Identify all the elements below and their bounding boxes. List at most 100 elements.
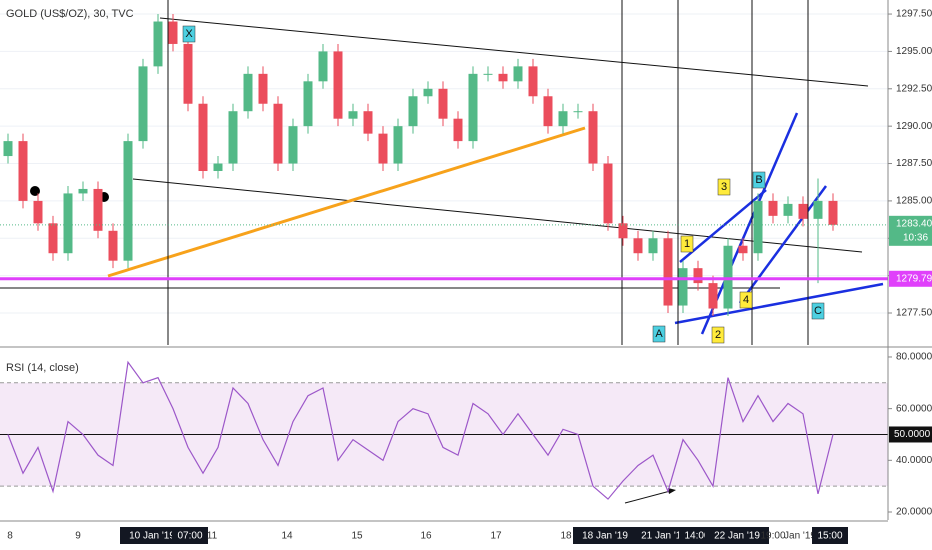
annotation-box [717,178,731,196]
candle-body [258,73,268,104]
x-tick-label: 15:00 [817,531,842,542]
x-tick-label: 14:00 [684,531,709,542]
candle-body [273,103,283,164]
candle-body [378,133,388,164]
candle-body [663,238,673,306]
level-box [889,270,932,287]
x-label-box [812,527,848,544]
x-tick-label: 14 [281,531,293,542]
x-tick-label: 15 [351,531,363,542]
x-tick-label: 9 [75,531,81,542]
x-tick-label: 10 Jan '19 [129,531,175,542]
y-tick-label: 80.0000 [896,352,932,363]
chart-title: GOLD (US$/OZ), 30, TVC [6,8,134,20]
candle-body [453,118,463,142]
x-tick-label: 19:00 [760,531,785,542]
annotation-box [739,291,753,309]
candle-body [228,111,238,164]
annotation-box [680,235,694,253]
rsi-line [7,360,834,500]
candle-body [303,81,313,127]
candle-body [798,203,808,219]
y-tick-label: 1285.00 [896,196,932,207]
candle-body [78,188,88,194]
candle-body [363,111,373,134]
x-tick-label: 8 [7,531,13,542]
candle-body [543,96,553,127]
annotation: 3 [721,181,727,193]
x-label-box [172,527,208,544]
candle-body [183,43,193,104]
x-tick-label: 16 [420,531,432,542]
candle-body [483,73,493,75]
x-tick-label: Jan '19 [784,531,816,542]
annotation: X [185,28,193,40]
annotation: B [755,174,762,186]
candle-body [288,126,298,164]
candle-body [213,163,223,172]
x-label-box [705,527,769,544]
candle-body [63,193,73,254]
candle-body [18,141,28,201]
candle-body [333,51,343,119]
last-price-label: 1283.40 [896,218,932,229]
y-tick-label: 1287.50 [896,158,932,169]
candle-body [813,200,823,219]
candle-body [828,200,838,225]
candle-body [633,238,643,254]
midline-box [889,426,932,443]
y-tick-label: 40.0000 [896,455,932,466]
annotation-box [711,326,725,344]
candle-body [123,141,133,261]
annotation-box [182,25,196,43]
rsi-title: RSI (14, close) [6,362,79,374]
x-tick-label: 21 Jan '19 [641,531,687,542]
candle-body [588,111,598,164]
candle-body [573,111,583,113]
y-tick-label: 1292.50 [896,83,932,94]
candle-body [498,73,508,82]
y-tick-label: 20.0000 [896,507,932,518]
x-tick-label: 18 Jan '19 [582,531,628,542]
annotation-box [752,171,766,189]
y-tick-label: 1277.50 [896,308,932,319]
candle-body [348,111,358,119]
candle-body [558,111,568,127]
candle-body [468,73,478,142]
annotation: 1 [684,238,690,250]
y-tick-label: 1290.00 [896,121,932,132]
candle-body [708,283,718,309]
candle-body [3,141,13,157]
x-label-box [120,527,184,544]
candle-body [438,88,448,119]
candle-body [693,268,703,284]
annotation: 2 [715,329,721,341]
x-tick-label: 17 [490,531,502,542]
candle-body [243,73,253,112]
candle-body [513,66,523,82]
x-tick-label: 18 [560,531,572,542]
candle-body [753,200,763,254]
annotation-box [652,325,666,343]
candle-body [723,245,733,309]
midline-label: 50.0000 [894,429,931,440]
candle-body [93,188,103,231]
candle-body [648,238,658,254]
annotation: A [655,328,663,340]
last-price-box [889,215,932,246]
y-tick-label: 60.0000 [896,403,932,414]
drawings [0,0,884,504]
candle-body [603,163,613,224]
level-label: 1279.79 [896,273,932,284]
x-tick-label: 07:00 [177,531,202,542]
candle-body [138,66,148,142]
y-tick-label: 1295.00 [896,46,932,57]
candle-body [678,268,688,306]
countdown: 10:36 [903,232,928,243]
annotation: C [814,305,822,317]
candle-body [738,245,748,254]
candle-body [408,96,418,127]
candle-body [783,203,793,216]
